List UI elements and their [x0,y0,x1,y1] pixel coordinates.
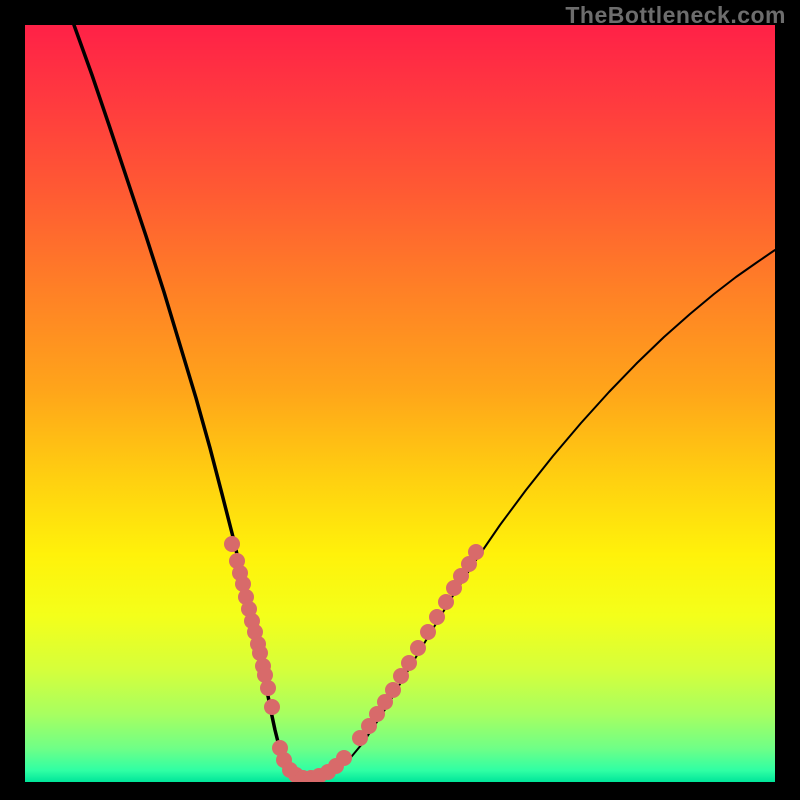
marker-dot [429,609,445,625]
marker-dot [438,594,454,610]
marker-dot [336,750,352,766]
marker-dot [264,699,280,715]
watermark-text: TheBottleneck.com [565,2,786,29]
marker-dot [420,624,436,640]
marker-dot [468,544,484,560]
border-left [0,0,25,800]
marker-dot [385,682,401,698]
marker-dot [401,655,417,671]
background-svg [0,0,800,800]
marker-dot [260,680,276,696]
marker-dot [224,536,240,552]
border-bottom [0,782,800,800]
border-right [775,0,800,800]
marker-dot [410,640,426,656]
chart-stage: TheBottleneck.com [0,0,800,800]
